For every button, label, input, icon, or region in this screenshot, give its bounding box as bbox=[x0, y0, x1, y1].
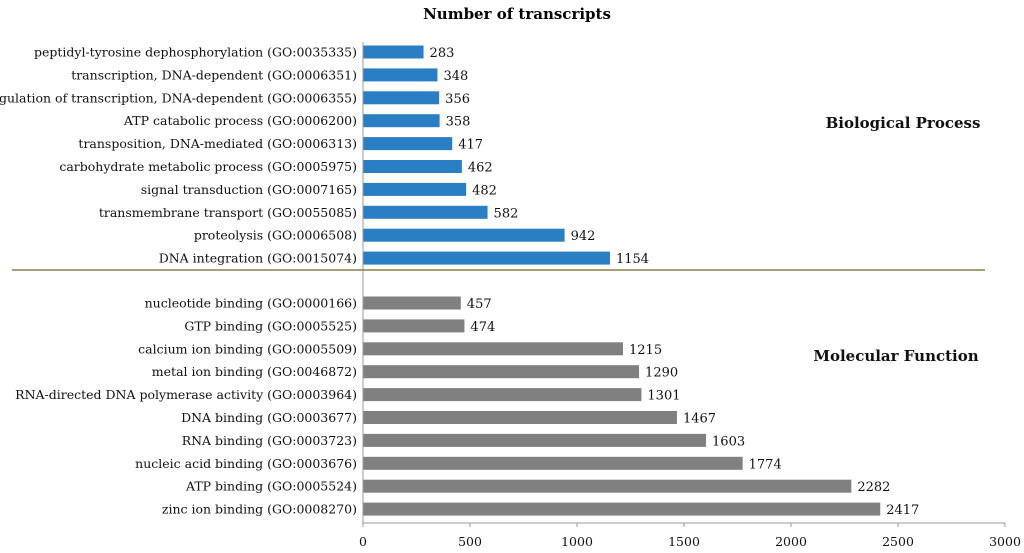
category-label: ATP catabolic process (GO:0006200) bbox=[123, 113, 357, 128]
value-label: 1603 bbox=[712, 434, 745, 449]
category-label: nucleotide binding (GO:0000166) bbox=[145, 296, 357, 311]
x-tick-label: 2000 bbox=[775, 534, 807, 549]
value-label: 1774 bbox=[749, 457, 782, 472]
category-label: nucleic acid binding (GO:0003676) bbox=[135, 456, 357, 471]
value-label: 1290 bbox=[645, 366, 678, 381]
x-axis: 0 500 1000 1500 2000 2500 3000 bbox=[12, 42, 1021, 549]
category-label: transcription, DNA-dependent (GO:0006351… bbox=[71, 67, 357, 82]
value-label: 462 bbox=[468, 161, 493, 176]
category-label: DNA binding (GO:0003677) bbox=[181, 410, 357, 425]
category-label: metal ion binding (GO:0046872) bbox=[152, 364, 357, 379]
x-tick-label: 500 bbox=[458, 534, 482, 549]
category-label: RNA binding (GO:0003723) bbox=[182, 433, 357, 448]
category-label: proteolysis (GO:0006508) bbox=[194, 228, 357, 243]
group-label: Molecular Function bbox=[813, 347, 978, 365]
bar bbox=[363, 68, 438, 82]
bar bbox=[363, 296, 461, 310]
category-label: transmembrane transport (GO:0055085) bbox=[99, 205, 357, 220]
value-label: 474 bbox=[470, 320, 495, 335]
category-label: calcium ion binding (GO:0005509) bbox=[138, 341, 357, 356]
bar bbox=[363, 182, 467, 196]
value-label: 457 bbox=[467, 297, 492, 312]
bar bbox=[363, 456, 743, 470]
x-tick-label: 1000 bbox=[561, 534, 593, 549]
category-label: peptidyl-tyrosine dephosphorylation (GO:… bbox=[34, 45, 357, 60]
chart-title: Number of transcripts bbox=[423, 5, 611, 23]
value-label: 417 bbox=[458, 138, 483, 153]
bar bbox=[363, 114, 440, 128]
category-label: zinc ion binding (GO:0008270) bbox=[162, 502, 357, 517]
category-label: DNA integration (GO:0015074) bbox=[159, 251, 357, 266]
category-label: transposition, DNA-mediated (GO:0006313) bbox=[78, 136, 357, 151]
bar bbox=[363, 411, 677, 424]
bar bbox=[363, 91, 440, 105]
value-label: 1467 bbox=[683, 412, 716, 427]
bar bbox=[363, 45, 424, 59]
bar bbox=[363, 251, 610, 265]
value-label: 283 bbox=[430, 46, 455, 61]
value-label: 358 bbox=[446, 115, 471, 130]
bar bbox=[363, 205, 488, 219]
x-tick-label: 2500 bbox=[882, 534, 914, 549]
value-label: 2417 bbox=[886, 503, 919, 518]
category-label: ATP binding (GO:0005524) bbox=[185, 479, 357, 494]
x-tick-label: 1500 bbox=[668, 534, 700, 549]
bar bbox=[363, 365, 640, 379]
group-0: peptidyl-tyrosine dephosphorylation (GO:… bbox=[0, 45, 980, 268]
bar bbox=[363, 433, 707, 447]
value-label: 582 bbox=[494, 206, 519, 221]
value-label: 942 bbox=[571, 229, 596, 244]
category-label: RNA-directed DNA polymerase activity (GO… bbox=[15, 387, 357, 402]
value-label: 482 bbox=[472, 183, 497, 198]
bar bbox=[363, 388, 642, 402]
value-label: 1215 bbox=[629, 343, 662, 358]
bar bbox=[363, 479, 852, 493]
bar bbox=[363, 137, 453, 151]
group-label: Biological Process bbox=[826, 114, 981, 132]
x-tick-label: 0 bbox=[359, 534, 367, 549]
x-tick-label: 3000 bbox=[989, 534, 1021, 549]
value-label: 1301 bbox=[647, 389, 680, 404]
bar bbox=[363, 342, 624, 356]
bar bbox=[363, 502, 881, 516]
bar bbox=[363, 160, 462, 173]
group-1: nucleotide binding (GO:0000166) 457 GTP bi… bbox=[15, 296, 979, 519]
value-label: 348 bbox=[443, 69, 468, 84]
value-label: 356 bbox=[445, 92, 470, 107]
category-label: regulation of transcription, DNA-depende… bbox=[0, 90, 357, 105]
category-label: GTP binding (GO:0005525) bbox=[184, 318, 357, 333]
bar bbox=[363, 319, 465, 333]
bars-layer: peptidyl-tyrosine dephosphorylation (GO:… bbox=[0, 45, 980, 519]
value-label: 2282 bbox=[857, 480, 890, 495]
category-label: carbohydrate metabolic process (GO:00059… bbox=[59, 159, 357, 174]
category-label: signal transduction (GO:0007165) bbox=[141, 182, 357, 197]
value-label: 1154 bbox=[616, 252, 649, 267]
bar bbox=[363, 228, 565, 242]
